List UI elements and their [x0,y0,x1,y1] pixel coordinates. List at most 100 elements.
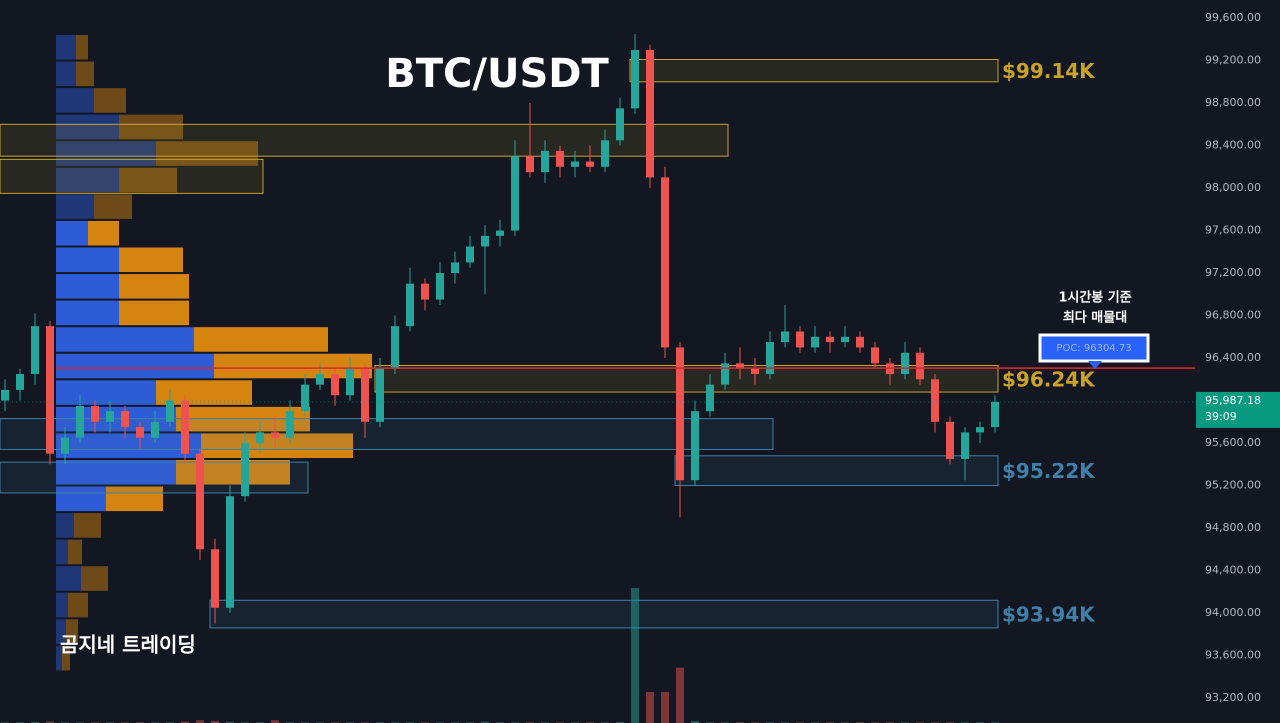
profile-buy [56,459,176,485]
profile-sell [81,566,108,591]
candle-body [346,368,354,396]
candle-body [841,336,849,343]
y-tick-label: 96,800.00 [1205,309,1261,322]
y-tick-label: 97,600.00 [1205,224,1261,237]
profile-sell [214,353,372,379]
candle-body [961,432,969,459]
zone-label: $99.14K [1002,59,1096,83]
candle-body [1,389,9,401]
y-tick-label: 94,800.00 [1205,521,1261,534]
profile-sell [76,34,88,60]
profile-sell [68,539,82,565]
profile-buy [56,645,62,671]
candle-body [781,331,789,343]
candle-body [481,235,489,247]
candle-body [466,246,474,263]
zone [0,158,264,194]
y-tick-label: 93,200.00 [1205,691,1261,704]
profile-buy [56,353,214,379]
candle-body [586,161,594,167]
profile-buy [56,141,156,166]
candle-body [736,363,744,369]
poc-label: POC: 96304.73 [1056,343,1131,354]
profile-sell [194,327,328,352]
candle-body [691,411,699,481]
y-tick-label: 98,000.00 [1205,181,1261,194]
volume-bar [271,720,279,723]
candle-body [46,326,54,454]
last-price-label: 95,987.18 [1205,394,1261,407]
zone [0,461,309,494]
profile-buy [56,220,88,246]
candle-body [391,326,399,369]
profile-sell [74,513,101,538]
volume-bar [31,721,39,723]
candle-body [556,150,564,167]
poc-box [1038,333,1150,363]
volume-bar [196,720,204,723]
candle-body [76,405,84,438]
candle-body [31,326,39,374]
profile-buy [56,34,76,60]
candle-body [226,496,234,608]
plot: 99,600.00 99,200.00 98,800.00 98,400.00 98,0… [0,11,1280,723]
annotation: 최다 매물대 [1063,310,1127,326]
profile-buy [56,513,74,538]
candle-body [316,373,324,385]
zone [629,58,999,83]
zone-label: $96.24K [1002,367,1096,391]
y-tick-label: 98,800.00 [1205,96,1261,109]
profile-sell [94,88,126,113]
candle-body [436,273,444,300]
candle-body [61,437,69,454]
profile-sell [94,194,132,219]
y-tick-label: 94,000.00 [1205,606,1261,619]
profile-sell [76,61,94,87]
zone-label: $93.94K [1002,603,1096,627]
profile-buy [56,380,156,405]
annotation: 1시간봉 기준 [1058,290,1131,306]
candle-body [811,336,819,348]
candle-body [571,161,579,167]
profile-buy [56,114,119,140]
candle-body [991,401,999,428]
candle-body [721,363,729,385]
candle-body [646,49,654,178]
profile-sell [176,459,290,485]
candle-body [856,336,864,348]
candle-body [616,108,624,141]
candle-body [511,156,519,231]
candle-body [106,411,114,422]
profile-buy [56,167,119,193]
candle-body [376,368,384,422]
profile-sell [106,486,163,512]
watermark: 곰지네 트레이딩 [60,633,196,657]
zone [0,418,774,450]
countdown: 39:09 [1205,410,1237,423]
volume-bar [616,721,624,723]
volume-bar [226,721,234,723]
candle-body [211,549,219,608]
profile-buy [56,486,106,512]
profile-sell [156,141,258,166]
candle-body [121,411,129,428]
zone [209,599,999,629]
poc-pointer [1088,361,1102,369]
candle-body [706,384,714,412]
y-tick-label: 99,200.00 [1205,54,1261,67]
profile-sell [68,592,88,618]
profile-buy [56,619,66,644]
y-tick-label: 99,600.00 [1205,11,1261,24]
candle-body [916,352,924,380]
candle-body [151,421,159,438]
profile-buy [56,300,119,326]
profile-sell [119,247,183,273]
candle-body [301,384,309,412]
zone [374,364,999,393]
candle-body [496,230,504,236]
volume-bar [481,721,489,723]
profile-sell [119,274,189,299]
profile-sell [119,300,189,326]
